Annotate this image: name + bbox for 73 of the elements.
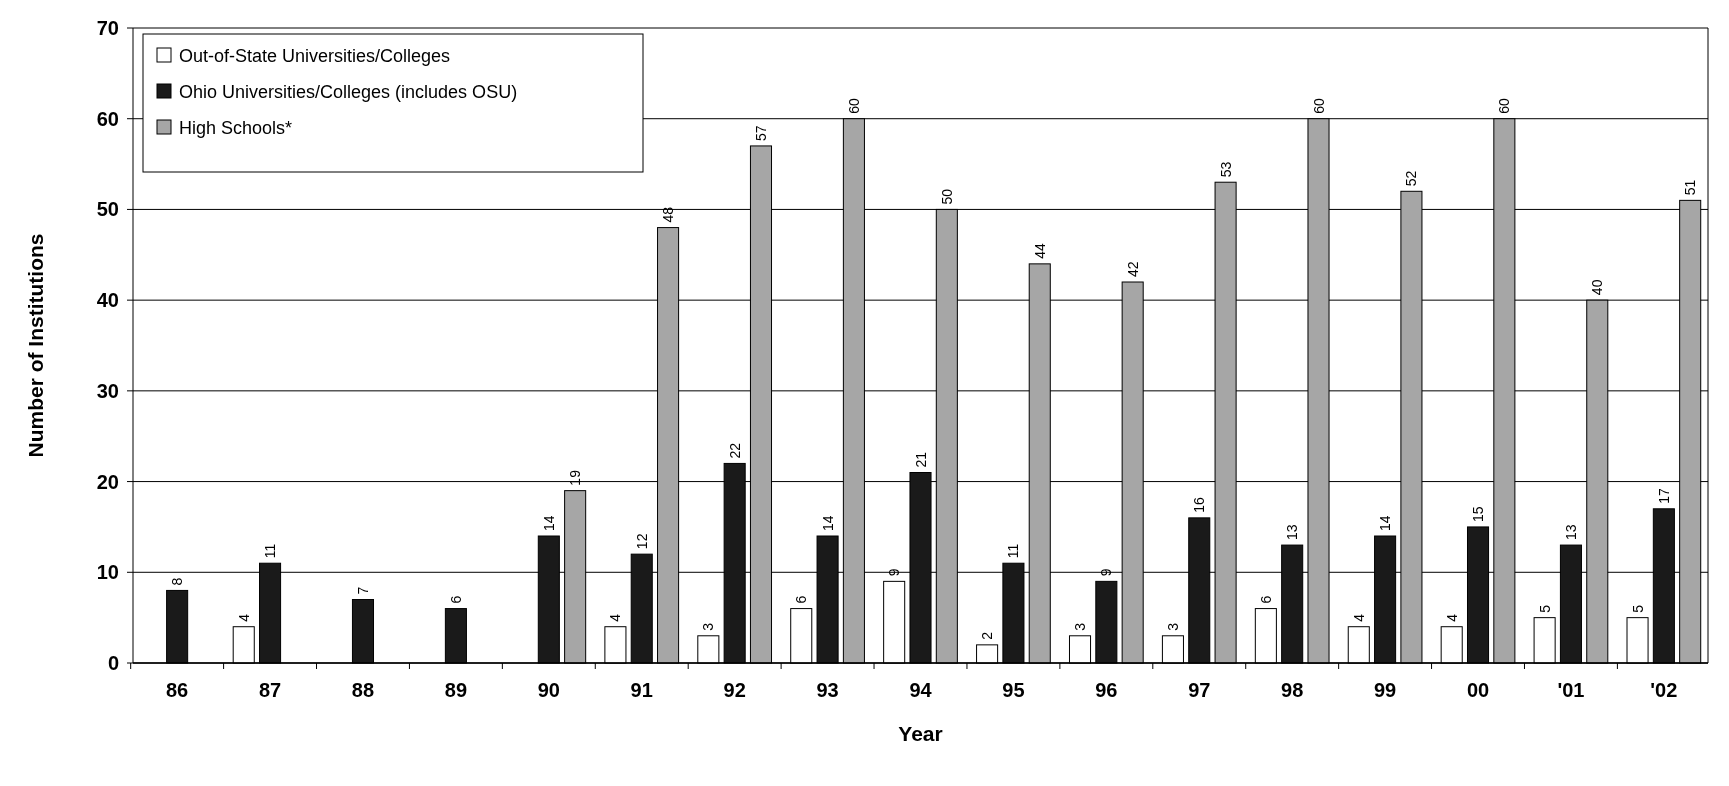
data-label: 13 [1284, 524, 1301, 541]
x-tick-label: '01 [1557, 679, 1585, 701]
data-label: 14 [1377, 515, 1394, 531]
legend-label: Ohio Universities/Colleges (includes OSU) [179, 82, 518, 103]
data-label: 60 [1496, 97, 1513, 114]
x-tick-label: 97 [1188, 679, 1211, 701]
legend-label: High Schools* [179, 118, 293, 139]
y-tick-label: 10 [96, 561, 119, 584]
y-tick-label: 40 [96, 289, 119, 312]
data-label: 22 [726, 442, 743, 459]
data-label: 14 [540, 515, 557, 531]
data-label: 9 [886, 568, 903, 577]
data-label: 6 [1257, 595, 1274, 604]
data-label: 17 [1655, 488, 1672, 504]
data-label: 8 [169, 577, 186, 586]
y-tick-label: 0 [107, 652, 119, 674]
data-label: 4 [607, 613, 624, 622]
data-label: 6 [447, 595, 464, 604]
y-tick-label: 60 [96, 107, 119, 130]
x-tick-label: 99 [1373, 679, 1397, 701]
data-label: 3 [1072, 622, 1089, 631]
data-label: 11 [262, 543, 279, 559]
data-label: 60 [1310, 97, 1327, 114]
data-label: 48 [660, 206, 677, 223]
x-tick-label: 92 [723, 679, 746, 701]
y-axis-title: Number of Institutions [24, 233, 47, 458]
data-label: 4 [1443, 613, 1460, 622]
y-tick-label: 50 [96, 198, 119, 221]
data-label: 6 [793, 595, 810, 604]
x-tick-label: 91 [630, 679, 653, 701]
legend-label: Out-of-State Universities/Colleges [179, 46, 451, 67]
x-axis-title: Year [898, 722, 943, 745]
x-tick-label: 00 [1466, 679, 1490, 701]
data-label: 53 [1217, 161, 1234, 178]
x-tick-label: 93 [816, 679, 839, 701]
x-tick-label: 90 [537, 679, 560, 701]
data-label: 5 [1629, 604, 1646, 613]
x-tick-label: '02 [1650, 679, 1678, 701]
x-tick-label: 88 [351, 679, 375, 701]
data-label: 21 [912, 451, 929, 468]
data-label: 2 [979, 631, 996, 640]
data-label: 42 [1124, 261, 1141, 277]
data-label: 16 [1191, 497, 1208, 513]
y-tick-label: 30 [96, 379, 119, 402]
data-label: 40 [1589, 279, 1606, 296]
data-label: 60 [845, 97, 862, 114]
x-tick-label: 98 [1281, 679, 1304, 701]
data-label: 14 [819, 515, 836, 531]
y-tick-label: 20 [96, 470, 119, 493]
data-label: 5 [1536, 604, 1553, 613]
data-label: 3 [1164, 622, 1181, 631]
y-tick-label: 70 [96, 17, 119, 39]
data-label: 19 [567, 469, 584, 486]
data-label: 4 [235, 613, 252, 622]
x-tick-label: 89 [444, 679, 468, 701]
data-label: 7 [354, 586, 371, 595]
data-label: 9 [1098, 568, 1115, 577]
x-tick-label: 96 [1095, 679, 1118, 701]
data-label: 51 [1682, 179, 1699, 196]
data-label: 12 [633, 533, 650, 550]
data-label: 44 [1031, 243, 1048, 259]
data-label: 57 [752, 125, 769, 141]
x-tick-label: 95 [1002, 679, 1025, 701]
data-label: 13 [1562, 524, 1579, 541]
data-label: 11 [1005, 543, 1022, 559]
data-label: 52 [1403, 170, 1420, 187]
x-tick-label: 87 [258, 679, 282, 701]
x-tick-label: 94 [909, 679, 933, 701]
x-tick-label: 86 [166, 679, 189, 701]
data-label: 3 [700, 622, 717, 631]
data-label: 4 [1350, 613, 1367, 622]
data-label: 15 [1470, 506, 1487, 522]
data-label: 50 [938, 188, 955, 205]
